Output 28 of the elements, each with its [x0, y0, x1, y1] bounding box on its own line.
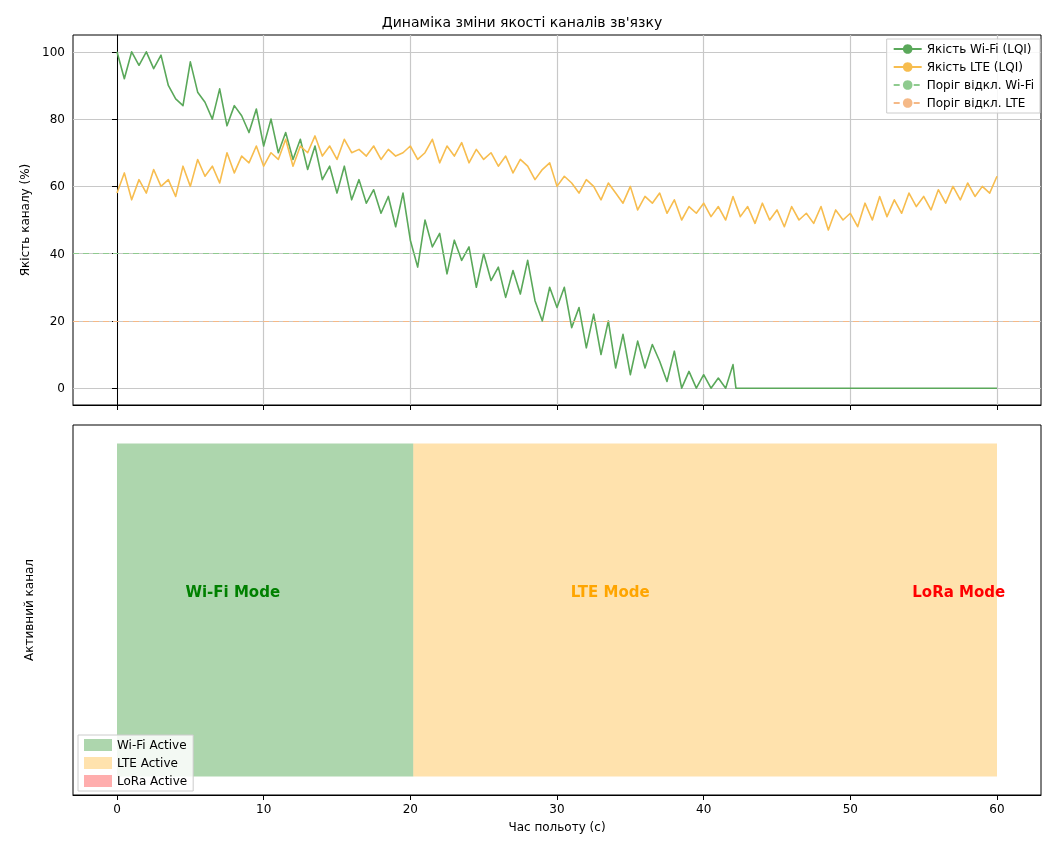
- legend-label: LoRa Active: [117, 774, 188, 788]
- annotation: Wi-Fi Mode: [185, 582, 281, 601]
- chart-title: Динаміка зміни якості каналів зв'язку: [381, 14, 663, 30]
- annotation: LTE Mode: [570, 582, 650, 601]
- x-tick-label: 10: [256, 802, 272, 816]
- legend-label: LTE Active: [117, 756, 178, 770]
- y-tick-label: 20: [49, 313, 65, 328]
- y-tick-label: 0: [57, 381, 65, 396]
- x-tick-label: 40: [696, 802, 712, 816]
- legend-label: Поріг відкл. LTE: [926, 96, 1026, 110]
- y-tick-label: 40: [49, 246, 65, 261]
- annotation: LoRa Mode: [912, 582, 1006, 601]
- x-tick-label: 0: [113, 802, 121, 816]
- legend-label: Wi-Fi Active: [117, 738, 187, 752]
- line-series: [116, 135, 998, 231]
- legend-label: Поріг відкл. Wi-Fi: [926, 78, 1035, 92]
- y-axis-title: Якість каналу (%): [18, 163, 33, 277]
- y-tick-label: 60: [49, 179, 65, 194]
- x-tick-label: 30: [549, 802, 565, 816]
- x-tick-label: 50: [842, 802, 858, 816]
- x-tick-label: 60: [989, 802, 1005, 816]
- legend-label: Якість Wi-Fi (LQI): [926, 42, 1032, 56]
- x-tick-label: 20: [402, 802, 418, 816]
- y-tick-label: 80: [49, 112, 65, 127]
- legend-label: Якість LTE (LQI): [926, 60, 1023, 74]
- x-axis-title: Час польоту (с): [508, 820, 606, 834]
- y-tick-label: 100: [42, 44, 65, 59]
- y-axis-title: Активний канал: [22, 558, 36, 662]
